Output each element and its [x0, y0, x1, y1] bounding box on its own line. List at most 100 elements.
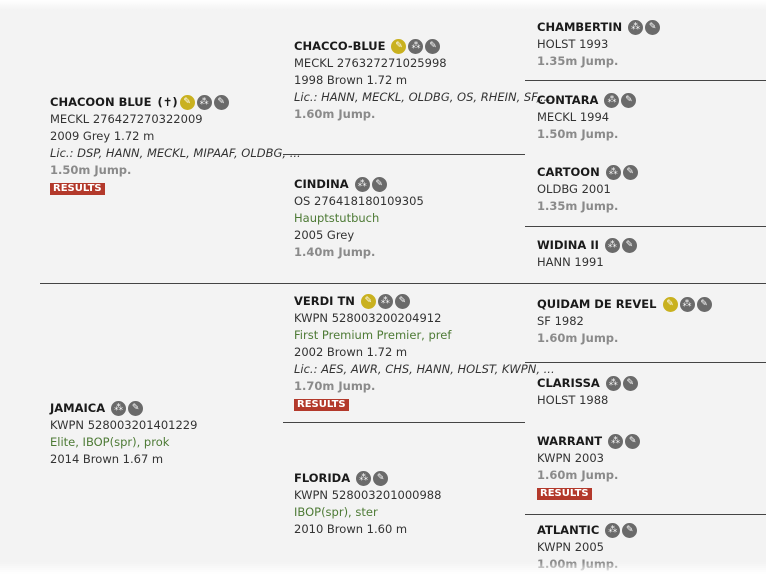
- horse-info-line: 2002 Brown 1.72 m: [294, 345, 408, 359]
- edit-icon[interactable]: ✎: [696, 297, 712, 312]
- pedigree-entry: CONTARA ⁂ ✎ MECKL 1994 1.50m Jump.: [537, 92, 637, 143]
- results-button[interactable]: RESULTS: [537, 488, 592, 500]
- edit-icon[interactable]: ✎: [425, 39, 441, 54]
- horse-name-row: CHAMBERTIN ⁂ ✎: [537, 19, 661, 36]
- horse-info-line: MECKL 276427270322009: [50, 112, 203, 126]
- horse-name-link[interactable]: CLARISSA: [537, 376, 600, 390]
- divider: [525, 362, 766, 363]
- horse-name-link[interactable]: CHACCO-BLUE: [294, 39, 386, 53]
- stallion-icon[interactable]: ✎: [662, 297, 678, 312]
- results-button[interactable]: RESULTS: [50, 183, 105, 195]
- horse-name-row: CONTARA ⁂ ✎: [537, 92, 637, 109]
- stallion-icon[interactable]: ✎: [391, 39, 407, 54]
- horse-info-line: 1.60m Jump.: [537, 331, 619, 345]
- results-button[interactable]: RESULTS: [294, 399, 349, 411]
- divider: [283, 154, 525, 155]
- offspring-icon[interactable]: ⁂: [604, 93, 620, 108]
- horse-name-link[interactable]: WARRANT: [537, 434, 603, 448]
- horse-info-line: Lic.: HANN, MECKL, OLDBG, OS, RHEIN, SF,…: [294, 90, 551, 104]
- offspring-icon[interactable]: ⁂: [196, 95, 212, 110]
- edit-icon[interactable]: ✎: [394, 294, 410, 309]
- horse-info-line: KWPN 528003200204912: [294, 311, 442, 325]
- horse-name-row: CARTOON ⁂ ✎: [537, 164, 638, 181]
- pedigree-entry: CARTOON ⁂ ✎ OLDBG 2001 1.35m Jump.: [537, 164, 638, 215]
- horse-name-link[interactable]: VERDI TN: [294, 294, 355, 308]
- horse-name-row: QUIDAM DE REVEL ✎ ⁂ ✎: [537, 296, 712, 313]
- horse-info-line: IBOP(spr), ster: [294, 505, 378, 519]
- horse-info-line: 1.35m Jump.: [537, 54, 619, 68]
- offspring-icon[interactable]: ⁂: [408, 39, 424, 54]
- pedigree-entry: CLARISSA ⁂ ✎ HOLST 1988: [537, 375, 638, 409]
- pedigree-entry: CHAMBERTIN ⁂ ✎ HOLST 1993 1.35m Jump.: [537, 19, 661, 70]
- divider: [40, 283, 766, 284]
- horse-name-row: VERDI TN ✎ ⁂ ✎: [294, 293, 555, 310]
- horse-name-row: WIDINA II ⁂ ✎: [537, 237, 637, 254]
- horse-info-line: MECKL 1994: [537, 110, 610, 124]
- horse-name-link[interactable]: CONTARA: [537, 93, 599, 107]
- horse-name-row: WARRANT ⁂ ✎: [537, 433, 641, 450]
- offspring-icon[interactable]: ⁂: [608, 434, 624, 449]
- horse-info-line: KWPN 2005: [537, 540, 604, 554]
- horse-name-link[interactable]: JAMAICA: [50, 401, 106, 415]
- horse-info-line: First Premium Premier, pref: [294, 328, 452, 342]
- stallion-icon[interactable]: ✎: [179, 95, 195, 110]
- edit-icon[interactable]: ✎: [621, 238, 637, 253]
- edit-icon[interactable]: ✎: [625, 434, 641, 449]
- offspring-icon[interactable]: ⁂: [605, 165, 621, 180]
- horse-name-link[interactable]: WIDINA II: [537, 238, 599, 252]
- horse-info-line: 1.35m Jump.: [537, 199, 619, 213]
- pedigree-entry: JAMAICA ⁂ ✎ KWPN 528003201401229 Elite, IBOP…: [50, 400, 197, 468]
- horse-info-line: MECKL 276327271025998: [294, 56, 447, 70]
- divider: [525, 226, 766, 227]
- offspring-icon[interactable]: ⁂: [605, 376, 621, 391]
- horse-info-line: 2009 Grey 1.72 m: [50, 129, 155, 143]
- edit-icon[interactable]: ✎: [622, 376, 638, 391]
- offspring-icon[interactable]: ⁂: [628, 20, 644, 35]
- edit-icon[interactable]: ✎: [621, 93, 637, 108]
- horse-name-link[interactable]: CARTOON: [537, 165, 600, 179]
- offspring-icon[interactable]: ⁂: [604, 238, 620, 253]
- horse-info-line: Elite, IBOP(spr), prok: [50, 435, 170, 449]
- horse-info-line: KWPN 528003201401229: [50, 418, 198, 432]
- horse-name-link[interactable]: CHAMBERTIN: [537, 20, 623, 34]
- horse-name-link[interactable]: CHACOON BLUE: [50, 95, 152, 109]
- edit-icon[interactable]: ✎: [213, 95, 229, 110]
- edit-icon[interactable]: ✎: [128, 401, 144, 416]
- offspring-icon[interactable]: ⁂: [356, 471, 372, 486]
- offspring-icon[interactable]: ⁂: [679, 297, 695, 312]
- horse-info-line: Hauptstutbuch: [294, 211, 380, 225]
- offspring-icon[interactable]: ⁂: [377, 294, 393, 309]
- edit-icon[interactable]: ✎: [371, 177, 387, 192]
- edit-icon[interactable]: ✎: [373, 471, 389, 486]
- horse-name-link[interactable]: ATLANTIC: [537, 523, 600, 537]
- pedigree-entry: CHACOON BLUE (✝) ✎ ⁂ ✎ MECKL 276427270322009 2…: [50, 94, 301, 196]
- horse-info-line: 1.60m Jump.: [537, 468, 619, 482]
- horse-info-line: 1.50m Jump.: [50, 163, 132, 177]
- deceased-icon: (✝): [157, 95, 178, 109]
- horse-name-link[interactable]: CINDINA: [294, 177, 349, 191]
- pedigree-entry: QUIDAM DE REVEL ✎ ⁂ ✎ SF 1982 1.60m Jump.: [537, 296, 712, 347]
- offspring-icon[interactable]: ⁂: [354, 177, 370, 192]
- offspring-icon[interactable]: ⁂: [605, 523, 621, 538]
- horse-name-link[interactable]: QUIDAM DE REVEL: [537, 297, 657, 311]
- horse-info-line: Lic.: AES, AWR, CHS, HANN, HOLST, KWPN, …: [294, 362, 555, 376]
- horse-name-link[interactable]: FLORIDA: [294, 471, 351, 485]
- edit-icon[interactable]: ✎: [645, 20, 661, 35]
- offspring-icon[interactable]: ⁂: [111, 401, 127, 416]
- horse-info-line: HOLST 1988: [537, 393, 609, 407]
- horse-info-line: KWPN 528003201000988: [294, 488, 442, 502]
- horse-info-line: 2010 Brown 1.60 m: [294, 522, 408, 536]
- divider: [525, 80, 766, 81]
- horse-info-line: 2014 Brown 1.67 m: [50, 452, 164, 466]
- divider: [283, 422, 525, 423]
- horse-name-row: FLORIDA ⁂ ✎: [294, 470, 441, 487]
- horse-info-line: 1998 Brown 1.72 m: [294, 73, 408, 87]
- pedigree-entry: VERDI TN ✎ ⁂ ✎ KWPN 528003200204912 First Pre…: [294, 293, 555, 412]
- horse-name-row: CINDINA ⁂ ✎: [294, 176, 424, 193]
- horse-info-line: HANN 1991: [537, 255, 604, 269]
- edit-icon[interactable]: ✎: [622, 523, 638, 538]
- edit-icon[interactable]: ✎: [622, 165, 638, 180]
- horse-info-line: 1.60m Jump.: [294, 107, 376, 121]
- stallion-icon[interactable]: ✎: [360, 294, 376, 309]
- horse-info-line: 1.40m Jump.: [294, 245, 376, 259]
